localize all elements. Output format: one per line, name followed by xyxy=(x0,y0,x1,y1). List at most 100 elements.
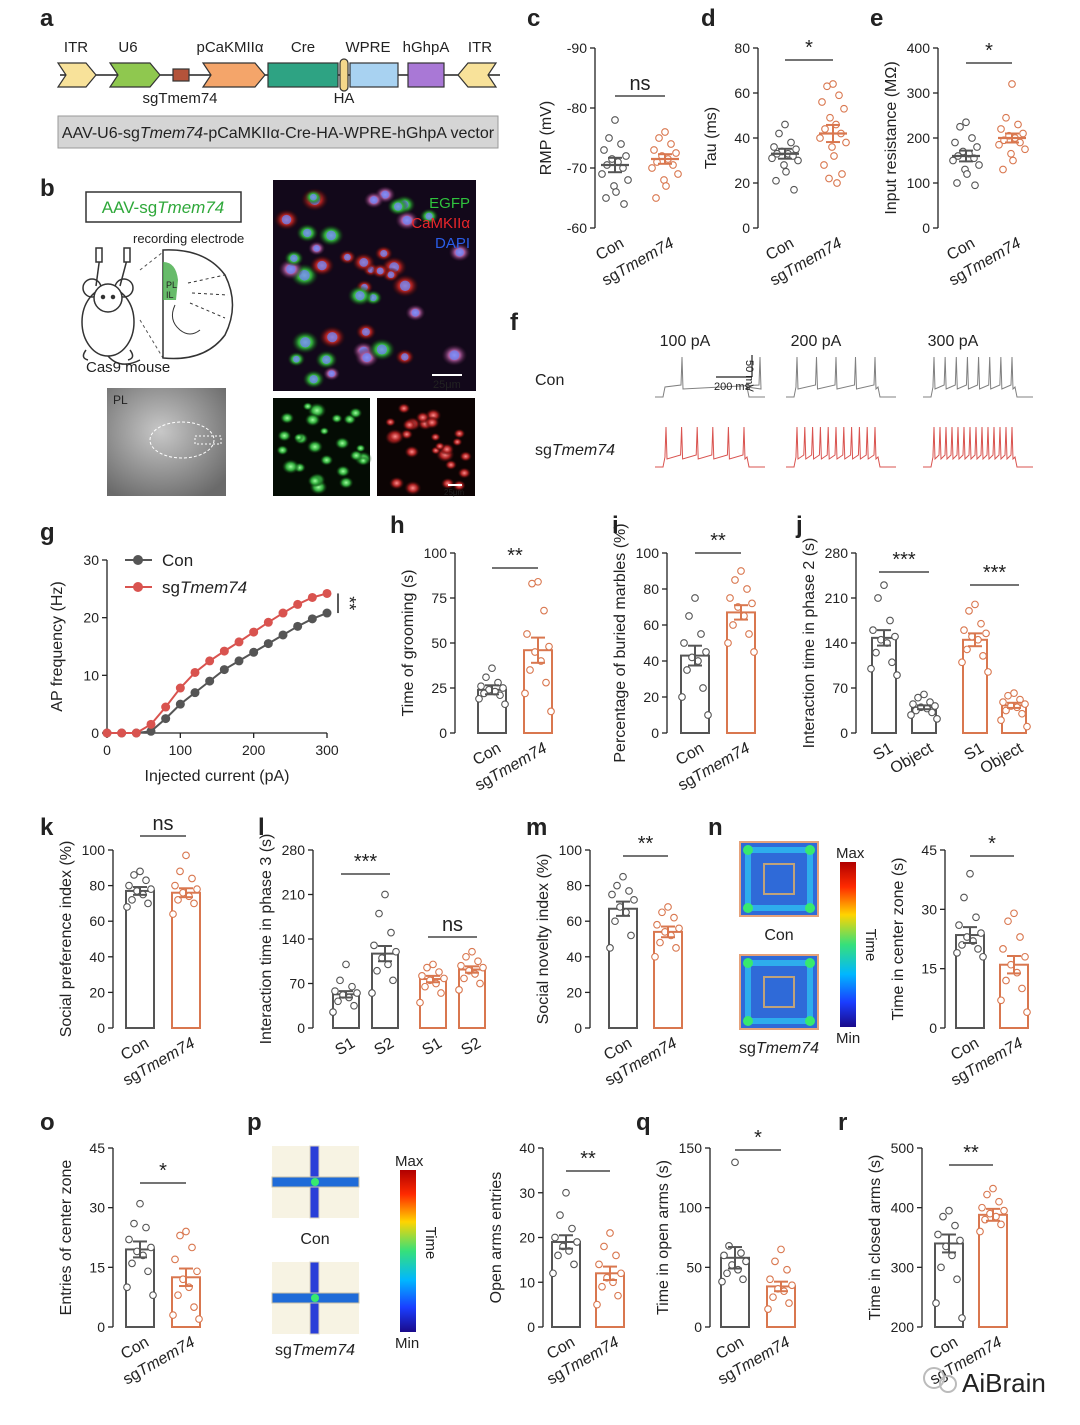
point-e-1 xyxy=(971,181,979,190)
sig-j-1-text: *** xyxy=(892,549,916,571)
green-cell xyxy=(348,407,363,419)
category-label-l-3: S1 xyxy=(420,1035,446,1060)
panel-letter-e: e xyxy=(870,5,883,32)
panel-letter-q: q xyxy=(636,1109,651,1136)
point-j-2 xyxy=(928,708,936,717)
plus-maze-heatmap-1 xyxy=(271,1145,360,1219)
panel-e-y-tick-label: 400 xyxy=(907,40,931,56)
g-series-line-1 xyxy=(107,612,328,734)
point-o-2 xyxy=(182,1227,190,1236)
colorbar-n xyxy=(840,862,856,1027)
point-d-2 xyxy=(823,82,831,91)
green-cell xyxy=(335,465,351,478)
plus-maze-label-2-gene: Tmem74 xyxy=(292,1342,355,1359)
panel-d-y-tick-label: 80 xyxy=(734,40,750,56)
panel-k-y-tick-label: 60 xyxy=(89,913,105,929)
stain-label-1: EGFP xyxy=(429,195,470,212)
point-r-2 xyxy=(981,1215,989,1224)
panel-i-y-tick-label: 60 xyxy=(643,617,659,633)
point-d-2 xyxy=(821,125,829,133)
point-l-3 xyxy=(435,968,443,976)
scale-label-small: 25μm xyxy=(444,488,465,497)
vector-element-4 xyxy=(201,62,266,88)
g-point-1 xyxy=(219,665,229,675)
point-l-2 xyxy=(375,909,383,918)
point-p-1 xyxy=(556,1211,564,1219)
sig-o-text: * xyxy=(159,1160,167,1182)
center-zone xyxy=(763,863,795,895)
point-k-2 xyxy=(188,874,196,883)
vector-element-1 xyxy=(56,62,97,88)
point-e-1 xyxy=(963,170,971,178)
point-p-1 xyxy=(551,1233,559,1242)
nucleus xyxy=(411,308,420,317)
point-d-2 xyxy=(826,113,834,122)
point-c-1 xyxy=(602,194,610,202)
vector-element-5 xyxy=(267,62,339,88)
point-e-2 xyxy=(1007,149,1015,158)
point-n-2 xyxy=(1010,909,1018,918)
point-q-2 xyxy=(771,1257,779,1266)
nucleus xyxy=(455,248,464,257)
sig-d-text: * xyxy=(805,37,813,59)
vector-element-1-label: ITR xyxy=(64,39,88,56)
corner-hotspot xyxy=(805,903,815,913)
panel-l-y-tick-label: 140 xyxy=(282,931,306,947)
vector-element-3-label: sgTmem74 xyxy=(142,90,217,107)
open-field-label-1-text: Con xyxy=(764,927,793,944)
point-c-1 xyxy=(617,140,625,148)
point-l-1 xyxy=(334,997,342,1006)
panel-letter-b: b xyxy=(40,175,55,202)
point-m-1 xyxy=(608,890,616,899)
point-o-2 xyxy=(169,1311,177,1319)
point-l-4 xyxy=(457,961,465,970)
g-point-2 xyxy=(249,627,259,637)
panel-letter-c: c xyxy=(527,5,540,32)
g-point-2 xyxy=(278,608,288,618)
vector-element-6 xyxy=(339,58,349,92)
point-r-1 xyxy=(958,1314,966,1322)
panel-p-y-label: Open arms entries xyxy=(488,1172,505,1304)
point-p-2 xyxy=(614,1291,622,1300)
current-label-1: 100 pA xyxy=(660,333,711,350)
point-i-1 xyxy=(699,684,707,692)
point-r-2 xyxy=(997,1220,1005,1229)
point-j-1 xyxy=(886,616,894,625)
panel-d-y-tick-label: 40 xyxy=(734,130,750,146)
arena-edge-activity xyxy=(745,847,813,911)
trace-1-1 xyxy=(655,356,765,398)
pl-label: PL xyxy=(166,280,177,290)
panel-l-y-tick-label: 280 xyxy=(282,842,306,858)
point-k-1 xyxy=(128,895,136,904)
panel-letter-l: l xyxy=(258,814,265,841)
point-j-3 xyxy=(977,619,985,628)
point-m-2 xyxy=(672,944,680,952)
point-j-3 xyxy=(965,607,973,615)
red-cell xyxy=(440,477,455,490)
panel-r-y-label: Time in closed arms (s) xyxy=(867,1155,884,1321)
point-o-2 xyxy=(171,1255,179,1264)
point-j-2 xyxy=(914,693,922,702)
g-point-1 xyxy=(249,647,259,657)
red-cell xyxy=(459,451,473,462)
panel-l-y-tick-label: 70 xyxy=(289,976,305,992)
point-k-1 xyxy=(125,881,133,890)
category-label-m-2-prefix: sg xyxy=(602,1066,625,1089)
point-r-1 xyxy=(953,1275,961,1284)
merged-fluorescence-image xyxy=(273,180,476,391)
plus-maze-heatmap-2 xyxy=(271,1261,360,1335)
point-o-1 xyxy=(142,1223,150,1232)
green-cell xyxy=(293,433,304,442)
point-l-1 xyxy=(331,987,339,995)
category-label-j-2: Object xyxy=(887,739,936,777)
panel-j-y-tick-label: 70 xyxy=(832,680,848,696)
panel-f-traces: f 100 pA 200 pA 300 pA Con sgTmem74 50 mV200 … xyxy=(510,309,1033,468)
center-hotspot xyxy=(311,1178,319,1186)
panel-p-y-tick-label: 30 xyxy=(519,1185,535,1201)
panel-n-y-tick-label: 45 xyxy=(921,842,937,858)
category-label-l-4: S2 xyxy=(459,1035,485,1060)
arena xyxy=(739,841,819,917)
egfp-channel-image xyxy=(273,398,372,496)
